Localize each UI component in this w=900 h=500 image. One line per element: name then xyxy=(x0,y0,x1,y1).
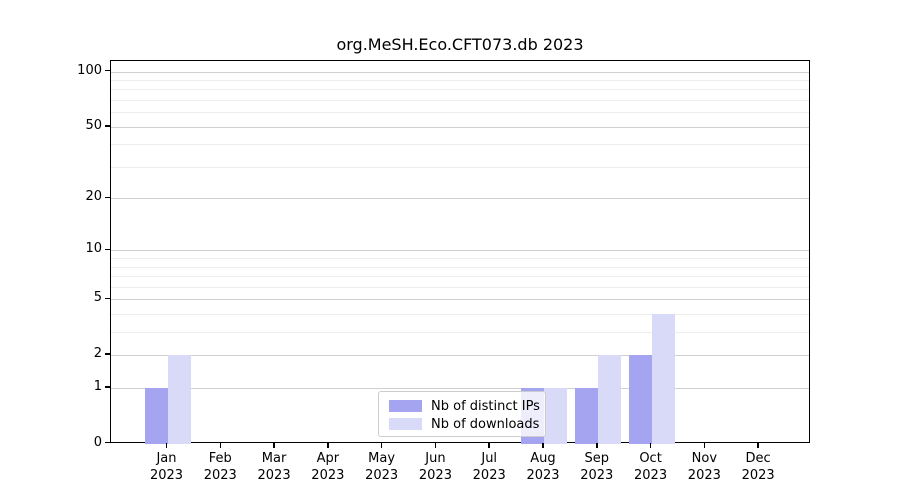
x-tick-mark xyxy=(596,443,598,448)
x-tick-mark xyxy=(649,443,652,448)
plot-area xyxy=(110,60,810,444)
y-tick-label: 1 xyxy=(93,378,102,394)
legend-row: Nb of distinct IPs xyxy=(389,397,540,415)
legend: Nb of distinct IPs Nb of downloads xyxy=(378,391,546,437)
x-tick-label: Dec 2023 xyxy=(741,451,775,483)
x-tick-label: Feb 2023 xyxy=(203,451,237,483)
y-tick-mark xyxy=(105,248,110,251)
y-tick-mark xyxy=(105,196,110,199)
bar-downloads-aug xyxy=(543,387,567,444)
gridline-minor xyxy=(111,80,809,82)
y-tick-label: 5 xyxy=(93,290,102,306)
gridline-major xyxy=(111,299,809,301)
bar-downloads-jan xyxy=(167,355,191,444)
gridline-minor xyxy=(111,144,809,146)
x-tick-mark xyxy=(327,443,329,448)
bar-distinct-ips-jan xyxy=(144,387,168,444)
gridline-minor xyxy=(111,331,809,333)
gridline-major xyxy=(111,71,809,73)
bar-distinct-ips-sep xyxy=(574,387,598,444)
gridline-minor xyxy=(111,100,809,102)
gridline-minor xyxy=(111,313,809,315)
x-tick-mark xyxy=(219,443,222,448)
gridline-major xyxy=(111,250,809,252)
gridline-major xyxy=(111,126,809,128)
legend-swatch-downloads xyxy=(389,418,422,430)
legend-label: Nb of downloads xyxy=(431,416,540,432)
y-tick-mark xyxy=(105,69,110,72)
x-tick-mark xyxy=(703,443,706,448)
x-tick-label: Mar 2023 xyxy=(257,451,291,483)
x-tick-label: Sep 2023 xyxy=(580,451,614,483)
x-tick-label: Aug 2023 xyxy=(526,451,560,483)
legend-row: Nb of downloads xyxy=(389,415,540,433)
y-tick-mark xyxy=(105,353,110,355)
gridline-minor xyxy=(111,286,809,288)
x-tick-label: Oct 2023 xyxy=(634,451,668,483)
gridline-major xyxy=(111,387,809,389)
gridline-minor xyxy=(111,112,809,114)
x-tick-mark xyxy=(542,443,544,448)
gridline-minor xyxy=(111,166,809,168)
gridline-minor xyxy=(111,258,809,260)
gridline-major xyxy=(111,198,809,200)
chart-title: org.MeSH.Eco.CFT073.db 2023 xyxy=(336,35,584,54)
y-tick-label: 100 xyxy=(77,62,102,78)
gridline-minor xyxy=(111,266,809,268)
x-tick-label: Nov 2023 xyxy=(687,451,721,483)
gridline-minor xyxy=(111,276,809,278)
y-tick-label: 0 xyxy=(93,434,102,450)
gridline-minor xyxy=(111,89,809,91)
y-tick-mark xyxy=(105,297,110,300)
legend-label: Nb of distinct IPs xyxy=(431,398,540,414)
x-tick-label: Apr 2023 xyxy=(311,451,345,483)
y-tick-mark xyxy=(105,386,110,388)
bar-downloads-sep xyxy=(597,355,621,444)
x-tick-mark xyxy=(165,443,168,448)
y-tick-mark xyxy=(105,125,110,127)
x-tick-mark xyxy=(273,443,275,448)
bar-distinct-ips-oct xyxy=(628,355,652,444)
gridline-major xyxy=(111,355,809,357)
y-tick-mark xyxy=(105,441,110,444)
x-tick-mark xyxy=(434,443,437,448)
y-tick-label: 50 xyxy=(85,117,102,133)
x-tick-mark xyxy=(488,443,490,448)
legend-swatch-distinct-ips xyxy=(389,400,422,412)
bar-downloads-oct xyxy=(651,313,675,444)
x-tick-label: May 2023 xyxy=(365,451,399,483)
y-tick-label: 10 xyxy=(85,241,102,257)
x-tick-label: Jan 2023 xyxy=(149,451,184,483)
x-tick-mark xyxy=(757,443,759,448)
x-tick-label: Jun 2023 xyxy=(418,451,452,483)
y-tick-label: 20 xyxy=(85,189,102,205)
x-tick-mark xyxy=(380,443,383,448)
x-tick-label: Jul 2023 xyxy=(472,451,506,483)
y-tick-label: 2 xyxy=(93,346,102,362)
